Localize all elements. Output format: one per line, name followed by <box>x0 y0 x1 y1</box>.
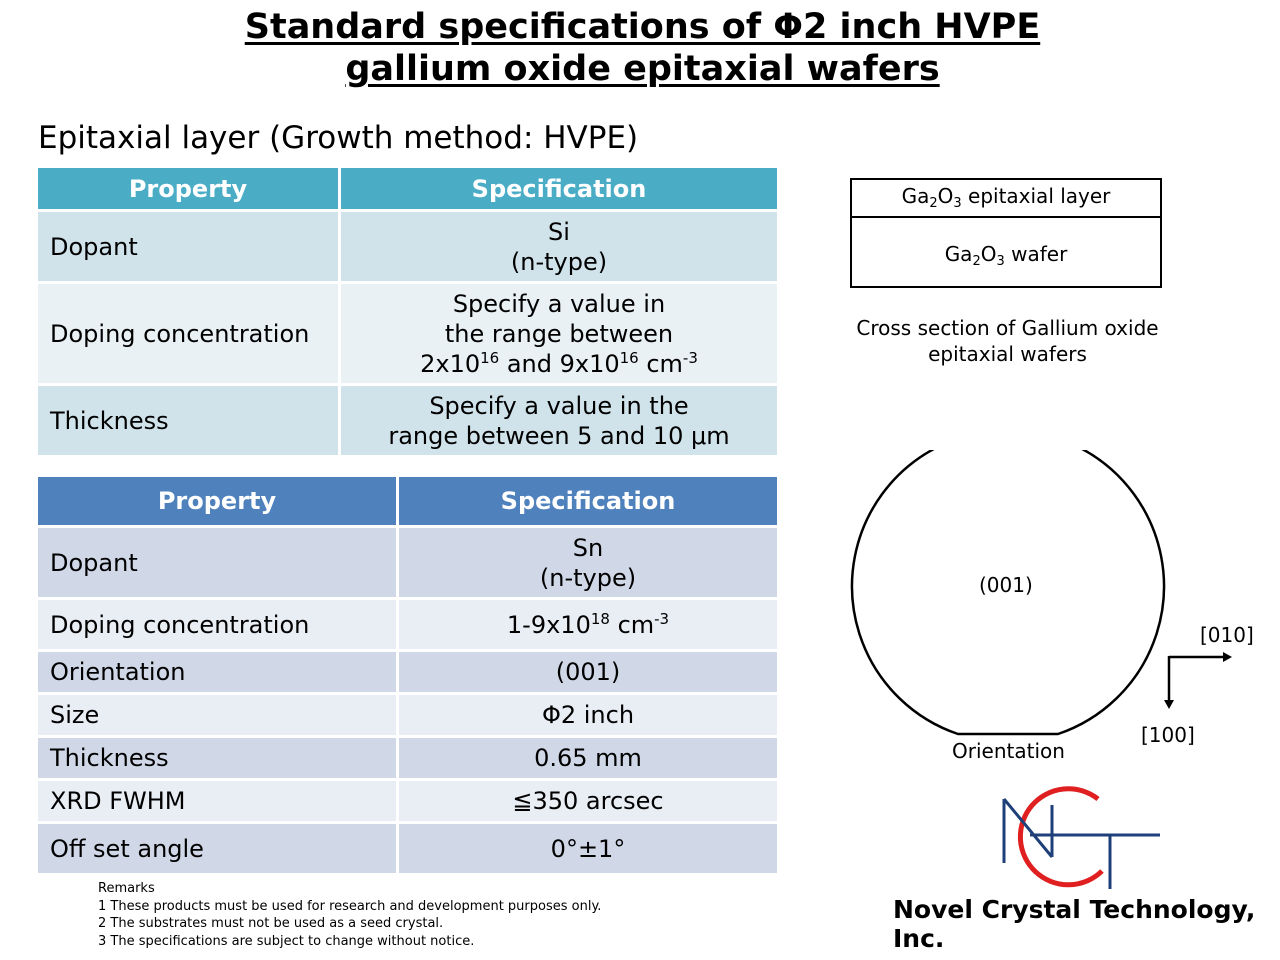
property-cell: Orientation <box>35 649 399 695</box>
logo-n-diag <box>1002 798 1054 858</box>
spec-line: (n-type) <box>539 563 637 592</box>
spec-cell: 0°±1° <box>396 821 780 876</box>
wafer-layer-box: Ga2O3 wafer <box>852 218 1160 290</box>
spec-cell: 1-9x1018 cm-3 <box>396 597 780 652</box>
remark-item: 2 The substrates must not be used as a s… <box>98 916 444 931</box>
logo-ring <box>1017 786 1104 888</box>
property-cell: Dopant <box>35 525 399 600</box>
wafer-flat-label: Orientation <box>952 739 1065 763</box>
spec-exponent: 16 <box>480 348 500 367</box>
cross-section-caption: Cross section of Gallium oxide epitaxial… <box>835 315 1180 367</box>
spec-text: cm <box>638 349 683 378</box>
table-row: Thickness 0.65 mm <box>35 735 780 781</box>
property-cell: Off set angle <box>35 821 399 876</box>
remarks-heading: Remarks <box>98 881 155 896</box>
arrowhead-right-icon <box>1223 652 1232 662</box>
epi-spec-table: Property Specification Dopant Si (n-type… <box>35 165 780 458</box>
column-header-specification: Specification <box>396 474 780 528</box>
spec-text: and 9x10 <box>499 349 620 378</box>
spec-cell: Φ2 inch <box>396 692 780 738</box>
property-cell: Dopant <box>35 209 341 284</box>
title-line-1: Standard specifications of Φ2 inch HVPE <box>244 7 1041 47</box>
spec-line: Si <box>548 217 570 246</box>
column-header-specification: Specification <box>338 165 780 212</box>
title-line-2: gallium oxide epitaxial wafers <box>345 49 940 89</box>
spec-cell: 0.65 mm <box>396 735 780 781</box>
spec-line: Specify a value in the <box>429 391 689 420</box>
remark-item: 1 These products must be used for resear… <box>98 898 602 914</box>
layer-text: wafer <box>1004 242 1068 266</box>
layer-text: O <box>980 242 997 266</box>
spec-line: 2x1016 and 9x1016 cm-3 <box>420 350 698 378</box>
table-row: Dopant Sn (n-type) <box>35 525 780 600</box>
property-cell: Doping concentration <box>35 281 341 386</box>
property-cell: Thickness <box>35 383 341 458</box>
spec-exponent: 18 <box>590 609 610 628</box>
column-header-property: Property <box>35 165 341 212</box>
spec-line: the range between <box>444 319 674 348</box>
property-cell: Thickness <box>35 735 399 781</box>
property-cell: XRD FWHM <box>35 778 399 824</box>
remark-item: 3 The specifications are subject to chan… <box>98 933 475 949</box>
spec-cell: Sn (n-type) <box>396 525 780 600</box>
table-row: Doping concentration 1-9x1018 cm-3 <box>35 597 780 652</box>
wafer-diagram <box>850 450 1232 736</box>
spec-text: cm <box>609 610 655 639</box>
spec-exponent: -3 <box>682 348 698 367</box>
layer-subscript: 2 <box>929 196 938 211</box>
spec-cell: ≦350 arcsec <box>396 778 780 824</box>
table-row: Thickness Specify a value in the range b… <box>35 383 780 458</box>
table-row: Orientation (001) <box>35 649 780 695</box>
wafer-outline <box>850 450 1166 736</box>
table-row: XRD FWHM ≦350 arcsec <box>35 778 780 824</box>
table-row: Dopant Si (n-type) <box>35 209 780 284</box>
spec-cell: Specify a value in the range between 5 a… <box>338 383 780 458</box>
layer-subscript: 2 <box>972 254 981 269</box>
wafer-orientation-label: (001) <box>979 573 1033 597</box>
spec-cell: (001) <box>396 649 780 695</box>
spec-line: Specify a value in <box>452 289 666 318</box>
table-header-row: Property Specification <box>35 474 780 528</box>
layer-subscript: 3 <box>953 196 962 211</box>
spec-exponent: -3 <box>654 609 670 628</box>
layer-text: Ga <box>944 242 973 266</box>
page-title: Standard specifications of Φ2 inch HVPE … <box>0 6 1280 90</box>
spec-cell: Si (n-type) <box>338 209 780 284</box>
spec-line: Sn <box>572 533 604 562</box>
arrowhead-down-icon <box>1164 700 1174 709</box>
caption-line: epitaxial wafers <box>928 342 1087 366</box>
layer-text: epitaxial layer <box>961 184 1111 208</box>
cross-section-diagram: Ga2O3 epitaxial layer Ga2O3 wafer <box>850 178 1162 288</box>
spec-cell: Specify a value in the range between 2x1… <box>338 281 780 386</box>
company-name: Novel Crystal Technology, Inc. <box>893 895 1256 953</box>
spec-text: 2x10 <box>420 349 481 378</box>
property-cell: Size <box>35 692 399 738</box>
layer-text: Ga <box>901 184 930 208</box>
table-row: Off set angle 0°±1° <box>35 821 780 876</box>
axis-label-010: [010] <box>1200 623 1254 647</box>
spec-line: (n-type) <box>510 247 608 276</box>
table-row: Size Φ2 inch <box>35 692 780 738</box>
table-row: Doping concentration Specify a value in … <box>35 281 780 386</box>
layer-text: O <box>937 184 954 208</box>
caption-line: Cross section of Gallium oxide <box>856 316 1159 340</box>
epitaxial-layer-box: Ga2O3 epitaxial layer <box>852 180 1160 218</box>
axis-label-100: [100] <box>1141 723 1195 747</box>
spec-text: 1-9x10 <box>506 610 591 639</box>
column-header-property: Property <box>35 474 399 528</box>
remarks-block: Remarks 1 These products must be used fo… <box>98 880 601 950</box>
property-cell: Doping concentration <box>35 597 399 652</box>
substrate-spec-table: Property Specification Dopant Sn (n-type… <box>35 474 780 876</box>
layer-subscript: 3 <box>996 254 1005 269</box>
epi-section-heading: Epitaxial layer (Growth method: HVPE) <box>38 120 639 156</box>
company-logo-icon <box>1002 786 1160 889</box>
table-header-row: Property Specification <box>35 165 780 212</box>
spec-exponent: 16 <box>619 348 639 367</box>
spec-line: range between 5 and 10 μm <box>388 421 730 450</box>
